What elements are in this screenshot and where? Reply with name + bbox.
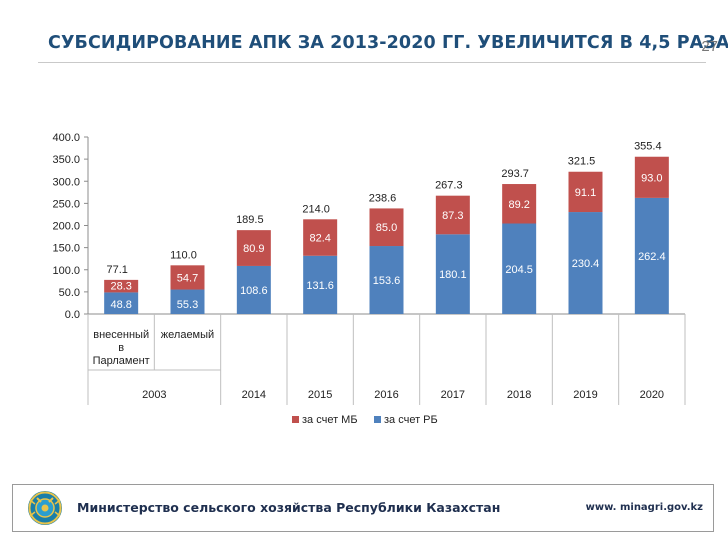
bar-total-label: 293.7 (501, 168, 529, 180)
bar-rb (435, 234, 470, 314)
legend-swatch (292, 416, 299, 423)
x-category-label: внесенный (93, 329, 149, 341)
slide-title: СУБСИДИРОВАНИЕ АПК ЗА 2013-2020 ГГ. УВЕЛ… (48, 33, 728, 53)
x-group-label: 2018 (507, 389, 531, 401)
bar-rb (369, 246, 404, 314)
bar-rb (568, 212, 603, 314)
y-tick-label: 100.0 (52, 265, 80, 277)
bar-mb (568, 171, 603, 213)
bar-mb-value-label: 80.9 (243, 243, 264, 255)
bar-rb-value-label: 48.8 (110, 299, 131, 311)
bar-mb (303, 219, 338, 256)
legend-swatch (374, 416, 381, 423)
y-tick-label: 50.0 (59, 287, 80, 299)
bar-mb-value-label: 54.7 (177, 272, 198, 284)
bar-mb (634, 156, 669, 198)
bar-rb-value-label: 204.5 (505, 264, 533, 276)
bar-rb-value-label: 55.3 (177, 299, 198, 311)
bar-rb-value-label: 230.4 (572, 258, 600, 270)
page-number: 27 (701, 38, 718, 55)
bar-total-label: 238.6 (369, 192, 397, 204)
bar-rb-value-label: 108.6 (240, 285, 268, 297)
bar-mb-value-label: 82.4 (309, 233, 330, 245)
bar-mb-value-label: 28.3 (110, 280, 131, 292)
x-group-label: 2016 (374, 389, 398, 401)
bar-mb-value-label: 87.3 (442, 210, 463, 222)
y-tick-label: 400.0 (52, 132, 80, 144)
bar-rb-value-label: 180.1 (439, 269, 467, 281)
y-tick-label: 0.0 (65, 309, 80, 321)
bar-rb (236, 265, 271, 314)
x-group-label: 2014 (242, 389, 266, 401)
y-tick-label: 300.0 (52, 176, 80, 188)
bar-mb (435, 195, 470, 235)
x-category-label: в (118, 342, 124, 354)
x-category-label: Парламент (93, 355, 150, 367)
bar-rb-value-label: 131.6 (306, 280, 334, 292)
legend-label: за счет РБ (384, 414, 438, 426)
kazakhstan-emblem-icon (28, 491, 62, 525)
bar-mb-value-label: 85.0 (376, 222, 397, 234)
x-group-label: 2003 (142, 389, 166, 401)
bar-total-label: 110.0 (170, 249, 197, 261)
x-group-label: 2020 (640, 389, 664, 401)
bar-total-label: 267.3 (435, 180, 463, 192)
bar-total-label: 77.1 (106, 264, 127, 276)
subsidy-bar-chart: 0.0 50.0 100.0 150.0 200.0 250.0 300.0 350.0 400… (52, 132, 686, 426)
x-group-label: 2015 (308, 389, 332, 401)
bar-rb (104, 292, 139, 314)
title-divider (38, 62, 706, 63)
bar-total-label: 214.0 (302, 203, 330, 215)
bar-rb (502, 223, 537, 314)
x-group-label: 2017 (441, 389, 465, 401)
website-link[interactable]: www. minagri.gov.kz (585, 502, 703, 513)
bar-mb (369, 208, 404, 247)
bar-mb-value-label: 91.1 (575, 187, 596, 199)
bar-mb-value-label: 93.0 (641, 172, 662, 184)
bar-total-label: 355.4 (634, 141, 662, 153)
x-group-label: 2019 (573, 389, 597, 401)
y-tick-label: 150.0 (52, 243, 80, 255)
bar-mb (170, 265, 205, 290)
x-category-label: желаемый (161, 329, 214, 341)
ministry-name: Министерство сельского хозяйства Республ… (77, 500, 501, 515)
y-tick-label: 350.0 (52, 154, 80, 166)
bar-rb-value-label: 262.4 (638, 251, 666, 263)
bar-rb-value-label: 153.6 (373, 275, 401, 287)
y-tick-label: 250.0 (52, 198, 80, 210)
bar-mb-value-label: 89.2 (508, 199, 529, 211)
bar-rb (170, 289, 205, 314)
y-tick-label: 200.0 (52, 221, 80, 233)
bar-rb (634, 197, 669, 314)
bar-mb (236, 230, 271, 266)
bar-mb (104, 279, 139, 293)
bar-mb (502, 184, 537, 224)
footer: Министерство сельского хозяйства Республ… (12, 484, 714, 532)
bar-total-label: 189.5 (236, 214, 264, 226)
legend-label: за счет МБ (302, 414, 358, 426)
bar-total-label: 321.5 (568, 156, 596, 168)
bar-rb (303, 255, 338, 314)
